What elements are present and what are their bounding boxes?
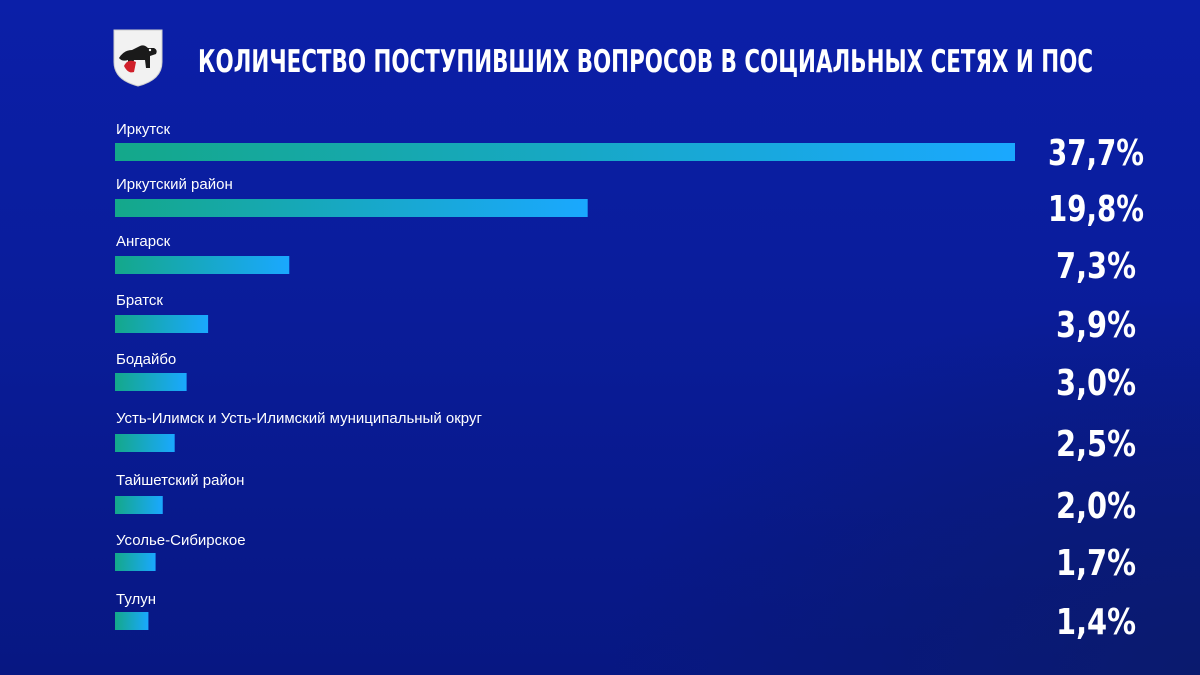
category-label: Бодайбо [116, 351, 176, 368]
bar [115, 434, 175, 452]
value-label: 1,4% [1056, 602, 1136, 643]
category-label: Иркутск [116, 121, 171, 138]
bar [115, 612, 149, 630]
category-label: Братск [116, 292, 163, 309]
bar [115, 143, 1015, 161]
value-label: 19,8% [1048, 189, 1144, 230]
bar [115, 496, 163, 514]
value-label: 3,9% [1056, 305, 1136, 346]
category-label: Тайшетский район [116, 472, 244, 489]
value-label: 3,0% [1056, 363, 1136, 404]
value-label: 2,5% [1056, 424, 1136, 465]
value-label: 7,3% [1056, 246, 1136, 287]
value-label: 1,7% [1056, 543, 1136, 584]
bar [115, 553, 156, 571]
bar [115, 315, 209, 333]
category-label: Ангарск [116, 233, 171, 250]
value-label: 2,0% [1056, 486, 1136, 527]
category-label: Усолье-Сибирское [116, 532, 246, 549]
value-label: 37,7% [1048, 133, 1144, 174]
page-title: КОЛИЧЕСТВО ПОСТУПИВШИХ ВОПРОСОВ В СОЦИАЛ… [198, 44, 1094, 80]
category-label: Усть-Илимск и Усть-Илимский муниципальны… [116, 410, 482, 427]
bar [115, 199, 588, 217]
bar [115, 373, 187, 391]
category-label: Иркутский район [116, 176, 233, 193]
emblem-icon [110, 28, 166, 88]
bar [115, 256, 290, 274]
category-label: Тулун [116, 591, 156, 608]
